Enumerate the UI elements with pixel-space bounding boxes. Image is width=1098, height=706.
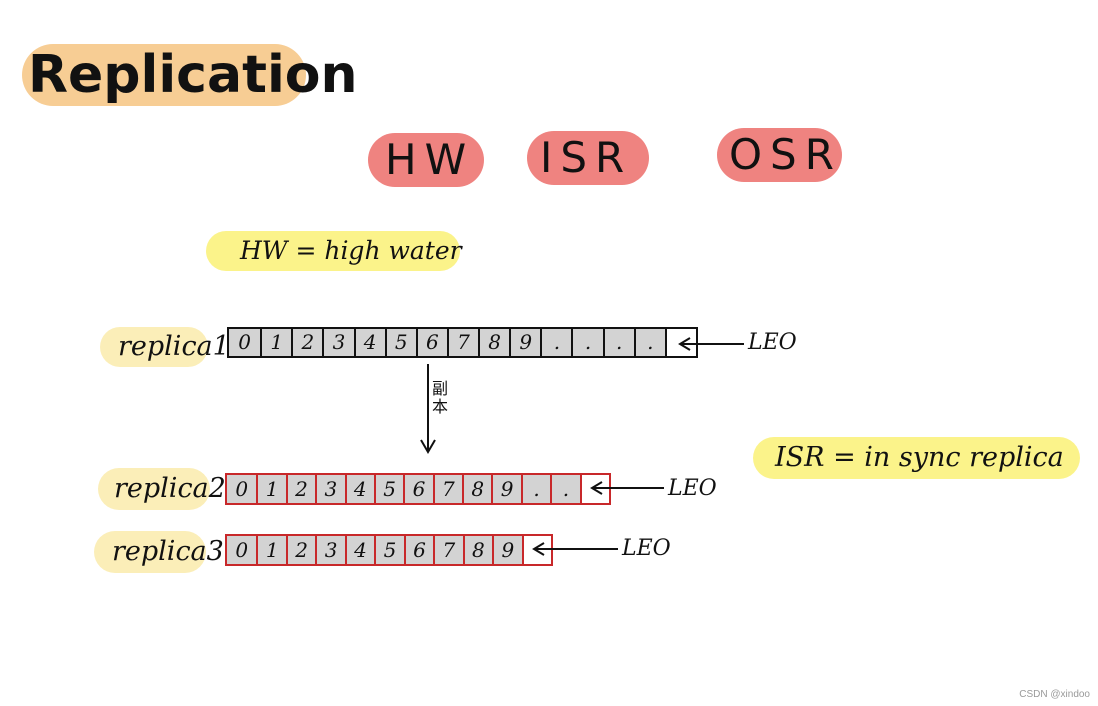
term-isr: ISR	[540, 133, 633, 182]
replica2-label: replica2	[114, 473, 226, 504]
log-cell: 3	[315, 475, 345, 503]
log-cell	[664, 329, 696, 356]
term-hw-highlight	[368, 133, 484, 187]
replica3-label: replica3	[112, 536, 224, 567]
copy-arrow-label: 副本	[432, 379, 449, 416]
copy-arrow	[420, 364, 436, 454]
log-cell: 6	[415, 329, 447, 356]
log-cell: 2	[285, 475, 316, 503]
replica2-leo-arrow	[590, 481, 664, 495]
log-cell: 9	[491, 475, 521, 503]
replica1-label-highlight	[100, 327, 208, 367]
log-cell: 8	[462, 536, 493, 564]
title: Replication	[28, 45, 358, 105]
log-cell: 6	[403, 475, 433, 503]
log-cell: 9	[492, 536, 522, 564]
replica2-label-highlight	[98, 468, 210, 510]
log-cell: 4	[344, 475, 374, 503]
term-hw: HW	[385, 135, 475, 184]
log-cell: 5	[384, 329, 416, 356]
log-cell: 4	[344, 536, 375, 564]
log-cell: .	[550, 475, 580, 503]
replica2-leo-label: LEO	[668, 476, 717, 501]
title-highlight	[22, 44, 306, 106]
log-cell: 3	[315, 536, 345, 564]
term-osr: OSR	[729, 130, 842, 179]
log-cell: 7	[433, 536, 463, 564]
replica1-label: replica1	[118, 331, 230, 362]
hw-definition-highlight	[206, 231, 460, 271]
log-cell: 7	[432, 475, 463, 503]
log-cell: 8	[478, 329, 510, 356]
replica3-leo-arrow	[532, 542, 618, 556]
replica1-leo-label: LEO	[748, 330, 797, 355]
replica3-label-highlight	[94, 531, 206, 573]
log-cell: 4	[353, 329, 385, 356]
log-cell: .	[520, 475, 551, 503]
log-cell: 3	[322, 329, 354, 356]
log-cell: 2	[285, 536, 316, 564]
log-cell: 1	[256, 475, 286, 503]
log-cell: 5	[373, 475, 404, 503]
log-cell: .	[602, 329, 634, 356]
log-cell: 0	[227, 536, 257, 564]
isr-definition-highlight	[753, 437, 1080, 479]
log-cell: 7	[446, 329, 479, 356]
term-osr-highlight	[717, 128, 842, 182]
log-cell: 2	[291, 329, 323, 356]
log-cell: 1	[260, 329, 292, 356]
log-cell: .	[540, 329, 572, 356]
log-cell: 0	[227, 475, 257, 503]
term-isr-highlight	[527, 131, 649, 185]
log-cell: 6	[403, 536, 434, 564]
log-cell: 9	[509, 329, 541, 356]
log-cell: 5	[374, 536, 404, 564]
log-cell: .	[633, 329, 665, 356]
replica1-leo-arrow	[678, 337, 744, 351]
footer-watermark: CSDN @xindoo	[1019, 689, 1090, 700]
isr-definition: ISR = in sync replica	[775, 442, 1064, 473]
log-cell: .	[571, 329, 603, 356]
hw-definition: HW = high water	[240, 236, 462, 265]
log-cell: 8	[462, 475, 492, 503]
log-cell: 0	[229, 329, 261, 356]
log-cell: 1	[256, 536, 286, 564]
replica3-leo-label: LEO	[622, 536, 671, 561]
